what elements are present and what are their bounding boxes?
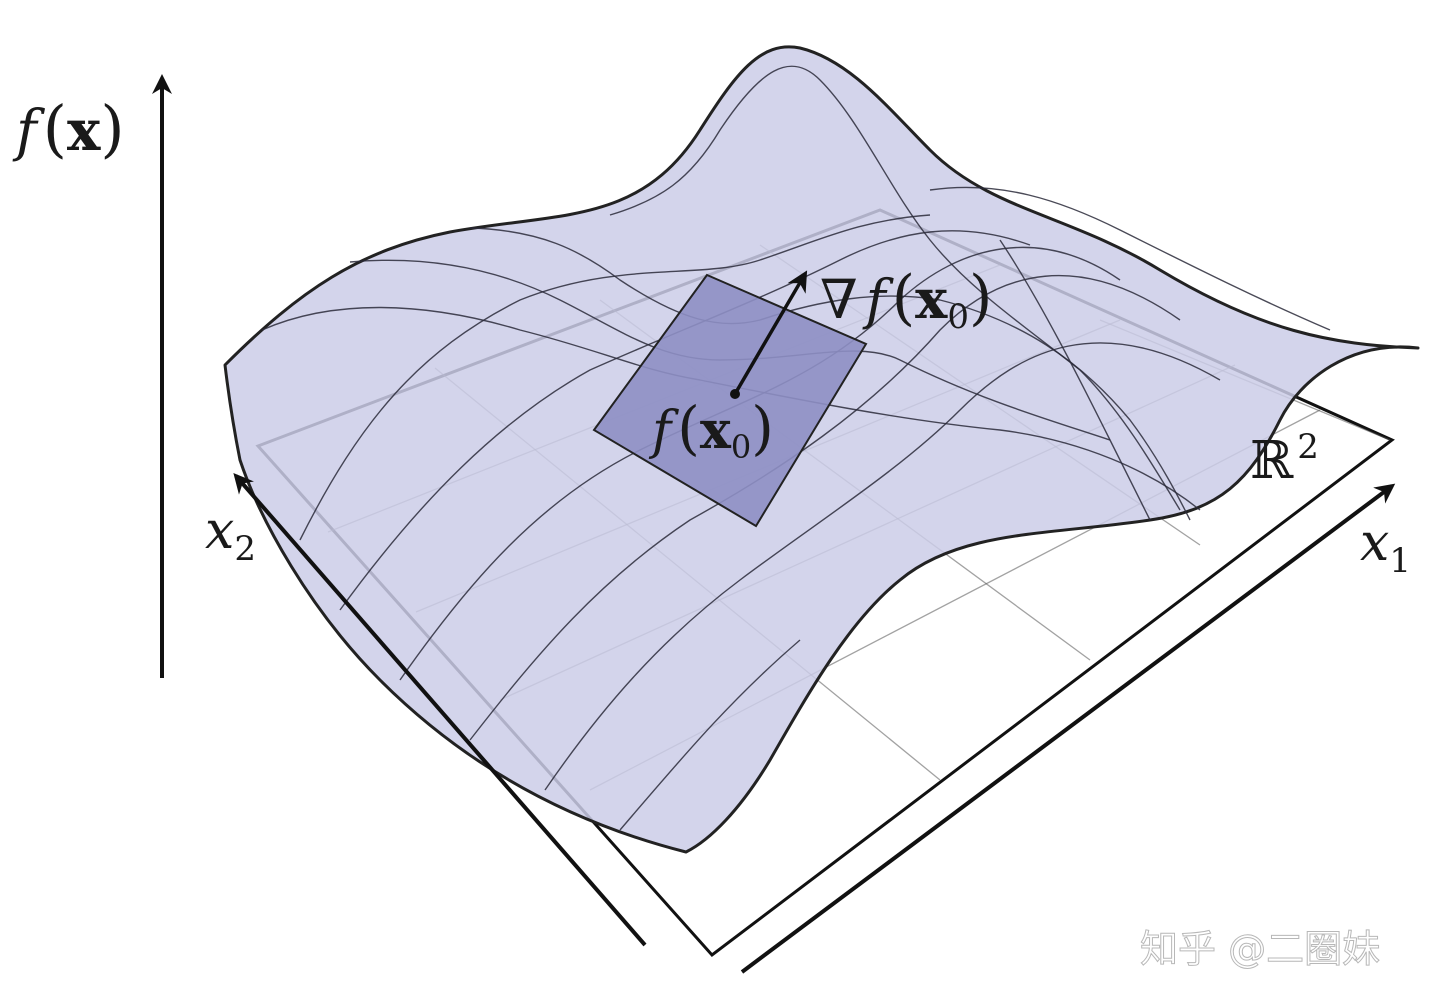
gradient-arrow	[733, 270, 808, 395]
tangent-plane	[592, 270, 868, 528]
f-of-x0-label: f (x0)	[648, 394, 774, 466]
f-of-x-label: f(x)	[12, 92, 125, 165]
x2-axis	[233, 472, 647, 947]
x1-axis	[740, 483, 1396, 974]
watermark: 知乎 @二圈妹	[1140, 927, 1380, 971]
x2-label: x2	[205, 501, 256, 569]
x1-label: x1	[1360, 513, 1411, 581]
